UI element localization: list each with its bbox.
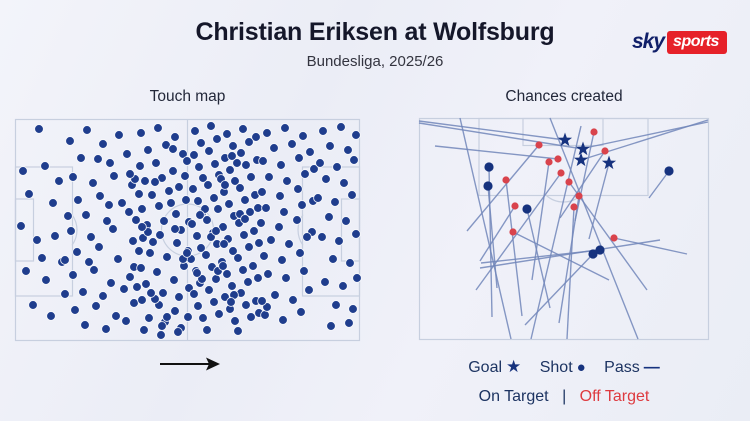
goal-star-icon: ★ <box>506 357 522 376</box>
chances-created-title: Chances created <box>505 88 623 105</box>
legend-symbols: Goal ★ Shot ● Pass — <box>419 357 709 377</box>
page-subtitle: Bundesliga, 2025/26 <box>306 53 444 70</box>
pass-dash-icon: — <box>643 359 660 376</box>
chance-markers <box>483 128 674 259</box>
legend-shot: Shot ● <box>539 359 586 376</box>
sky-sports-logo: sky sports <box>632 30 727 54</box>
page-title: Christian Eriksen at Wolfsburg <box>195 18 555 46</box>
sky-logo-text: sky <box>632 30 665 53</box>
legend-target: On Target | Off Target <box>419 388 709 406</box>
legend-off-target: Off Target <box>579 388 650 405</box>
shot-dot-icon: ● <box>576 359 586 376</box>
chances-created-pitch <box>418 117 710 341</box>
pass-lines <box>418 117 709 340</box>
touch-map-pitch <box>14 118 362 342</box>
direction-arrow-icon <box>160 357 220 371</box>
pitch-lines <box>418 117 710 341</box>
sports-logo-badge: sports <box>667 30 727 54</box>
legend-pass: Pass — <box>604 359 660 376</box>
touch-dots <box>16 121 362 340</box>
legend-separator: | <box>562 388 567 405</box>
legend-goal: Goal ★ <box>468 357 522 376</box>
touch-map-title: Touch map <box>149 88 226 105</box>
legend-on-target: On Target <box>478 388 549 405</box>
